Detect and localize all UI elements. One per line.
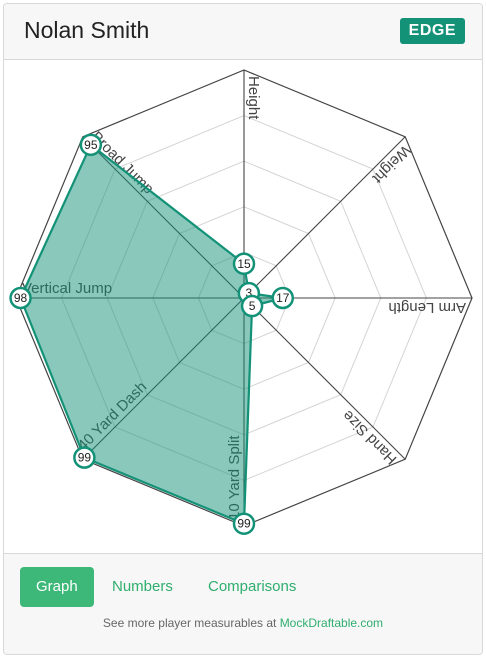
tab-graph[interactable]: Graph <box>20 567 94 607</box>
axis-spoke <box>243 297 406 460</box>
radar-data-shape <box>19 143 284 525</box>
data-point-marker[interactable] <box>79 133 103 157</box>
data-point-marker[interactable] <box>232 512 256 535</box>
credit-line: See more player measurables at MockDraft… <box>4 616 482 630</box>
mockdraftable-link[interactable]: MockDraftable.com <box>279 616 384 630</box>
data-point-marker[interactable] <box>9 286 32 310</box>
card-footer: Graph Numbers Comparisons See more playe… <box>4 553 482 654</box>
data-polygon <box>19 143 284 525</box>
data-value-label: 99 <box>237 517 251 531</box>
data-point[interactable]: 99 <box>232 512 256 535</box>
credit-text: See more player measurables at <box>102 616 277 630</box>
data-point-marker[interactable] <box>271 286 295 310</box>
data-value-label: 99 <box>78 451 92 465</box>
tab-comparisons[interactable]: Comparisons <box>208 578 297 595</box>
player-card: Nolan Smith EDGE Height Weight Arm Length H… <box>3 3 483 655</box>
data-point-marker[interactable] <box>232 252 256 276</box>
data-point[interactable]: 5 <box>240 294 264 318</box>
axis-label: Arm Length <box>388 299 466 316</box>
tab-numbers[interactable]: Numbers <box>112 578 173 595</box>
data-point-marker[interactable] <box>240 294 264 318</box>
data-point[interactable]: 15 <box>232 252 256 276</box>
data-point[interactable]: 98 <box>9 286 32 310</box>
data-point[interactable]: 95 <box>79 133 103 157</box>
data-value-label: 3 <box>245 286 252 300</box>
data-value-label: 15 <box>237 257 251 271</box>
data-point-marker[interactable] <box>73 446 96 469</box>
data-value-label: 98 <box>14 291 28 305</box>
position-badge: EDGE <box>399 18 465 44</box>
axis-label: Weight <box>368 142 413 187</box>
axis-spoke <box>243 136 406 299</box>
data-value-label: 5 <box>249 299 256 313</box>
player-name: Nolan Smith <box>24 17 150 43</box>
axis-label: Height <box>245 76 262 120</box>
data-point[interactable]: 99 <box>73 446 96 469</box>
card-header: Nolan Smith EDGE <box>4 4 482 60</box>
radar-data-points: 15 3 17 5 99 99 98 95 <box>9 133 295 535</box>
data-value-label: 17 <box>276 291 290 305</box>
data-point[interactable]: 17 <box>271 286 295 310</box>
data-value-label: 95 <box>84 138 98 152</box>
